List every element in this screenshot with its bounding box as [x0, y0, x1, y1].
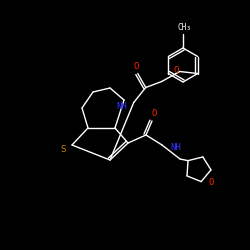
Text: O: O: [173, 66, 178, 75]
Text: O: O: [133, 62, 138, 71]
Text: O: O: [151, 110, 157, 118]
Text: S: S: [60, 144, 66, 154]
Text: NH: NH: [170, 142, 181, 152]
Text: NH: NH: [116, 102, 127, 111]
Text: O: O: [208, 178, 214, 187]
Text: CH₃: CH₃: [177, 24, 191, 32]
